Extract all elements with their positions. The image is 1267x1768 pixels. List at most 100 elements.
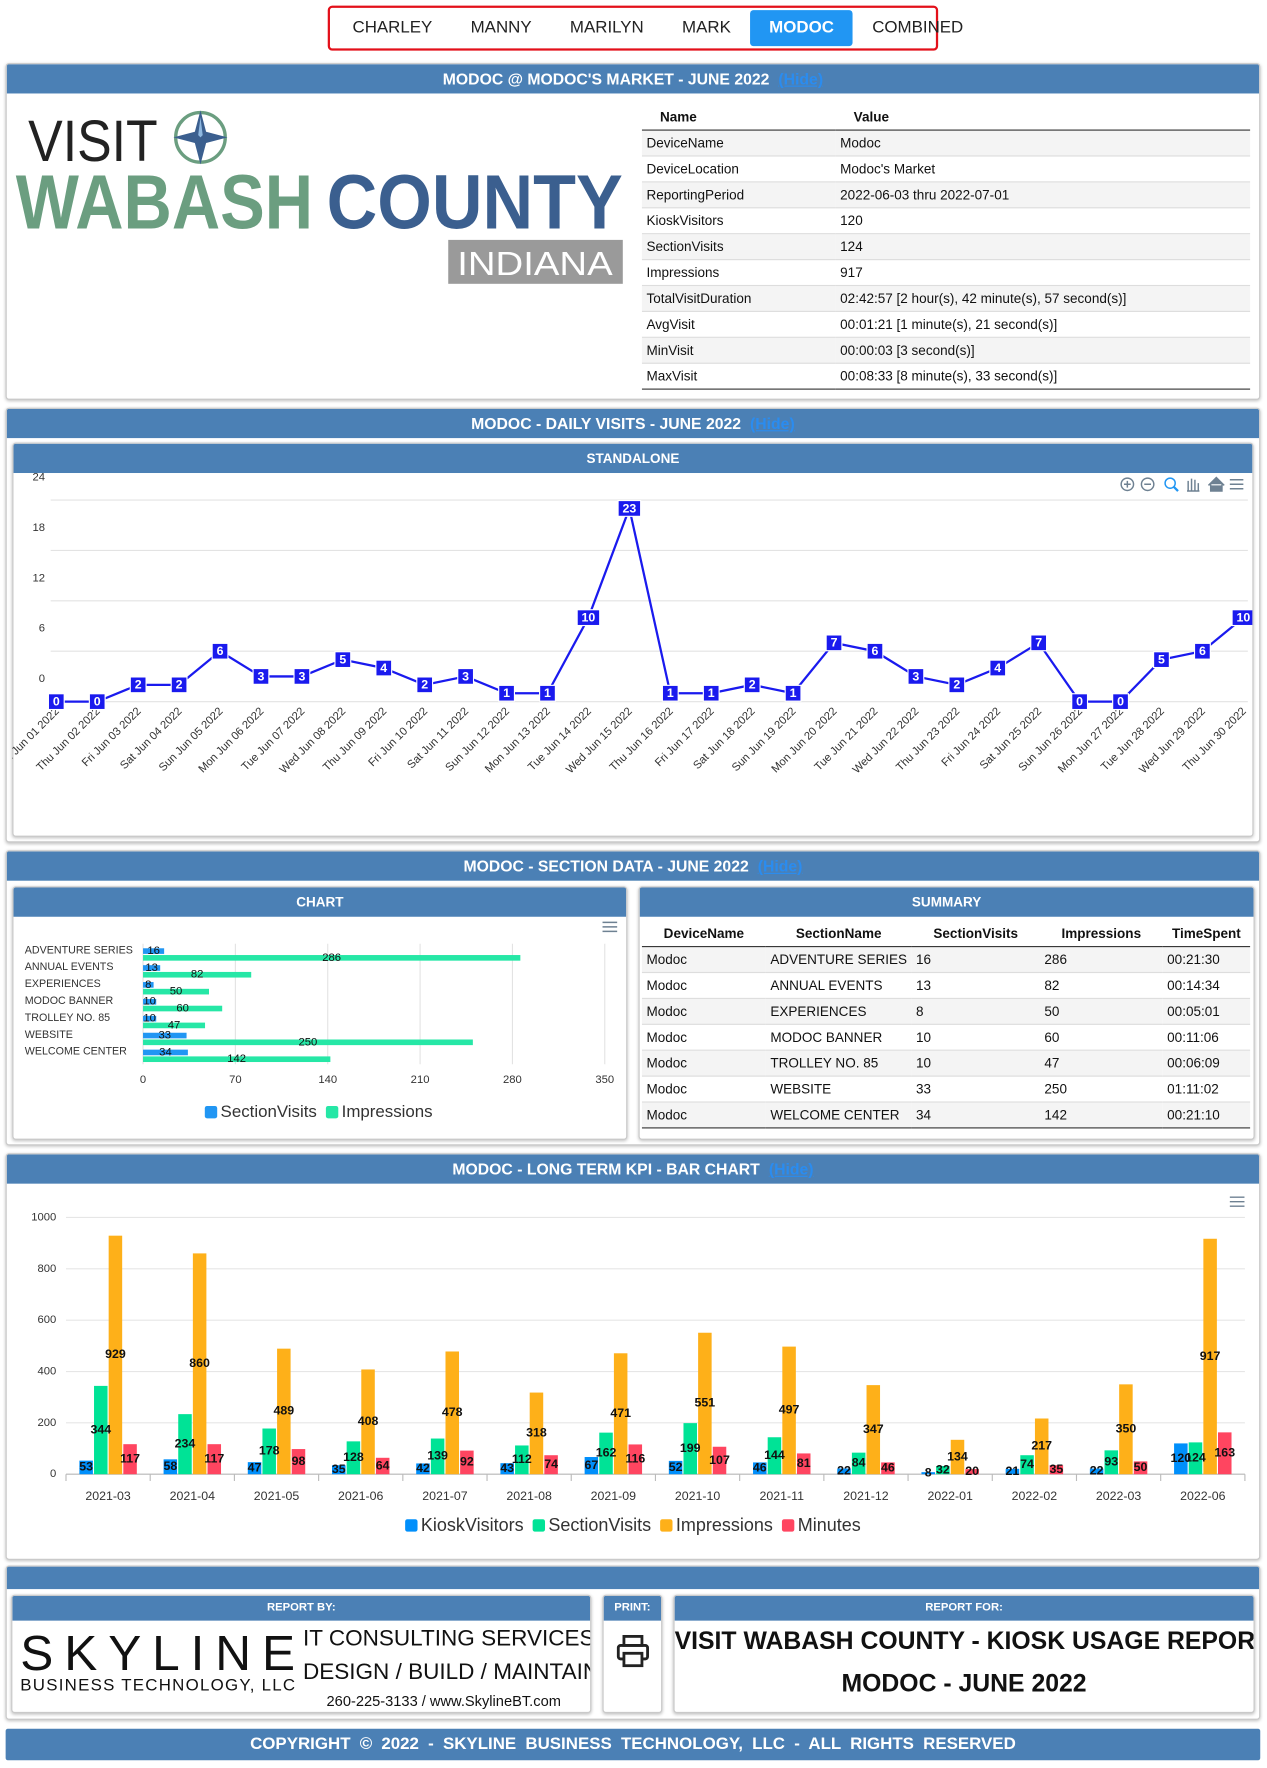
x-tick-label: 2022-01 [927, 1489, 973, 1503]
hide-link[interactable]: (Hide) [757, 857, 803, 876]
box-header: PRINT: [603, 1595, 662, 1621]
company-name: SKYLINE [20, 1625, 295, 1681]
y-tick-label: WEBSITE [25, 1029, 73, 1041]
table-cell: 120 [835, 207, 1251, 235]
zoom-in[interactable] [1120, 477, 1135, 492]
data-label: 10 [143, 996, 156, 1008]
report-for-box: REPORT FOR: VISIT WABASH COUNTY - KIOSK … [673, 1594, 1255, 1713]
panel-header: MODOC - LONG TERM KPI - BAR CHART (Hide) [6, 1154, 1260, 1184]
table-cell: Modoc [641, 1050, 766, 1077]
data-point [1153, 651, 1170, 669]
bar [143, 965, 161, 971]
chart-menu[interactable] [602, 921, 618, 933]
data-label: 10 [582, 610, 596, 624]
table-row: Impressions 917 [641, 259, 1251, 287]
data-label: 0 [53, 694, 60, 708]
table-cell: EXPERIENCES [765, 998, 912, 1025]
panel-title: MODOC @ MODOC'S MARKET - JUNE 2022 [442, 69, 770, 88]
panel-title: MODOC - LONG TERM KPI - BAR CHART [452, 1160, 760, 1179]
legend-label: Impressions [676, 1515, 773, 1535]
data-label: 5 [339, 652, 346, 666]
bar [143, 1005, 223, 1012]
table-row: SectionVisits 124 [641, 233, 1251, 261]
table-row: KioskVisitors 120 [641, 207, 1251, 235]
table-cell: 33 [911, 1076, 1040, 1103]
x-tick-label: 350 [595, 1074, 614, 1086]
bar [796, 1453, 811, 1475]
hide-link[interactable]: (Hide) [750, 414, 795, 433]
data-point [743, 676, 761, 694]
chart-menu[interactable] [1229, 479, 1244, 490]
data-label: 234 [175, 1436, 196, 1450]
data-label: 10 [1236, 610, 1250, 624]
data-label: 0 [1117, 694, 1124, 708]
bar [178, 1414, 192, 1475]
hide-link[interactable]: (Hide) [778, 69, 824, 88]
pan[interactable] [1187, 478, 1200, 492]
nav-tab[interactable]: MARK [682, 18, 731, 38]
x-tick-label: 70 [229, 1074, 242, 1086]
table-cell: DeviceName [641, 130, 836, 157]
table-cell: 50 [1039, 998, 1163, 1025]
bar [361, 1369, 375, 1475]
column-header: SectionName [765, 920, 912, 948]
data-label: 52 [669, 1460, 683, 1474]
data-label: 93 [1104, 1455, 1118, 1469]
chart-menu[interactable] [1229, 1196, 1245, 1207]
x-tick-label: 2021-08 [506, 1489, 552, 1503]
nav-tab[interactable]: CHARLEY [352, 18, 433, 38]
data-point [498, 684, 516, 702]
data-label: 344 [90, 1422, 111, 1436]
data-label: 489 [274, 1404, 295, 1418]
report-by-box: REPORT BY: SKYLINE BUSINESS TECHNOLOGY, … [11, 1594, 592, 1713]
table-cell: 286 [1039, 946, 1163, 974]
bar [143, 1049, 188, 1056]
zoom-out[interactable] [1140, 477, 1155, 492]
data-label: 7 [831, 636, 838, 650]
zoom-select[interactable] [1164, 477, 1179, 492]
table-cell: Modoc's Market [835, 155, 1251, 183]
data-label: 74 [544, 1457, 558, 1471]
data-label: 471 [610, 1406, 631, 1420]
report-for-line: MODOC - JUNE 2022 [841, 1669, 1087, 1698]
table-cell: 00:00:03 [3 second(s)] [835, 337, 1251, 364]
bar [430, 1438, 445, 1475]
nav-tab[interactable]: MODOC [750, 10, 854, 47]
data-point [457, 667, 475, 685]
nav-tab[interactable]: MARILYN [569, 18, 644, 38]
y-tick-label: 12 [33, 572, 46, 584]
data-label: 50 [170, 986, 183, 998]
x-tick-label: 2022-03 [1096, 1489, 1142, 1503]
table-cell: SectionVisits [641, 233, 836, 261]
data-label: 142 [227, 1053, 246, 1065]
bar [143, 982, 154, 988]
service-line: DESIGN / BUILD / MAINTAIN [302, 1660, 592, 1685]
bar [965, 1469, 979, 1475]
bar [753, 1462, 767, 1475]
bar [143, 1015, 157, 1022]
device-tabs: CHARLEY MANNY MARILYN MARK MODOC COMBINED [327, 5, 963, 51]
service-line: IT CONSULTING SERVICES [302, 1626, 592, 1652]
x-tick-label: 210 [411, 1074, 430, 1086]
table-cell: TotalVisitDuration [641, 285, 836, 312]
bar [94, 1385, 108, 1475]
device-info-table: Name Value DeviceName Modoc DeviceLocation M… [641, 103, 1251, 390]
data-label: 74 [1020, 1457, 1034, 1471]
print-icon[interactable] [615, 1633, 651, 1669]
data-point [825, 634, 843, 652]
nav-tab[interactable]: COMBINED [872, 18, 964, 38]
hide-link[interactable]: (Hide) [768, 1160, 814, 1179]
data-point [1030, 634, 1048, 652]
box-header: REPORT FOR: [674, 1595, 1254, 1621]
table-cell: 16 [911, 946, 1040, 974]
data-label: 1 [667, 686, 674, 700]
data-label: 347 [863, 1422, 884, 1436]
legend-swatch [781, 1519, 795, 1532]
bar [143, 1056, 331, 1063]
table-cell: MODOC BANNER [765, 1024, 912, 1051]
nav-tab[interactable]: MANNY [470, 18, 532, 38]
reset-zoom[interactable] [1207, 476, 1225, 492]
data-label: 6 [1199, 644, 1206, 658]
column-header: DeviceName [641, 920, 766, 948]
bar [1034, 1418, 1049, 1475]
